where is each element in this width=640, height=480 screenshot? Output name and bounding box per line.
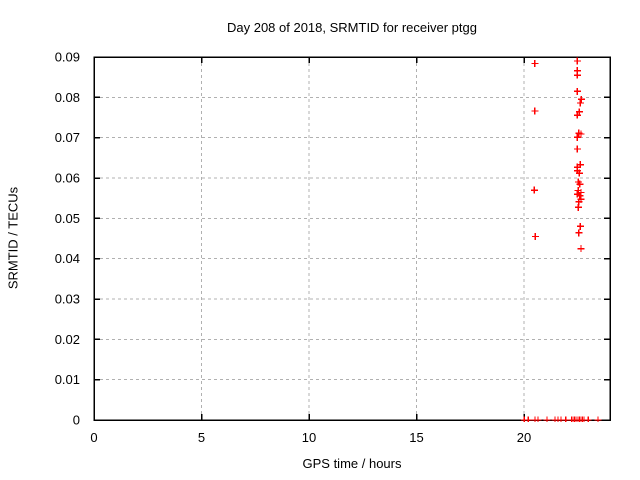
y-tick-label: 0.04 (55, 251, 80, 266)
y-tick-label: 0 (73, 413, 80, 428)
x-tick-label: 15 (409, 430, 423, 445)
x-tick-label: 5 (198, 430, 205, 445)
y-tick-label: 0.08 (55, 90, 80, 105)
x-tick-label: 20 (517, 430, 531, 445)
y-tick-label: 0.07 (55, 130, 80, 145)
x-tick-label: 0 (90, 430, 97, 445)
y-tick-label: 0.01 (55, 372, 80, 387)
x-tick-label: 10 (302, 430, 316, 445)
plot-border (93, 56, 611, 421)
y-tick-label: 0.02 (55, 332, 80, 347)
x-axis-label: GPS time / hours (302, 456, 402, 471)
y-tick-label: 0.06 (55, 171, 80, 186)
y-tick-label: 0.05 (55, 211, 80, 226)
data-points-group (520, 57, 602, 422)
chart-title: Day 208 of 2018, SRMTID for receiver ptg… (226, 20, 477, 35)
y-tick-label: 0.09 (55, 50, 80, 65)
y-tick-label: 0.03 (55, 292, 80, 307)
